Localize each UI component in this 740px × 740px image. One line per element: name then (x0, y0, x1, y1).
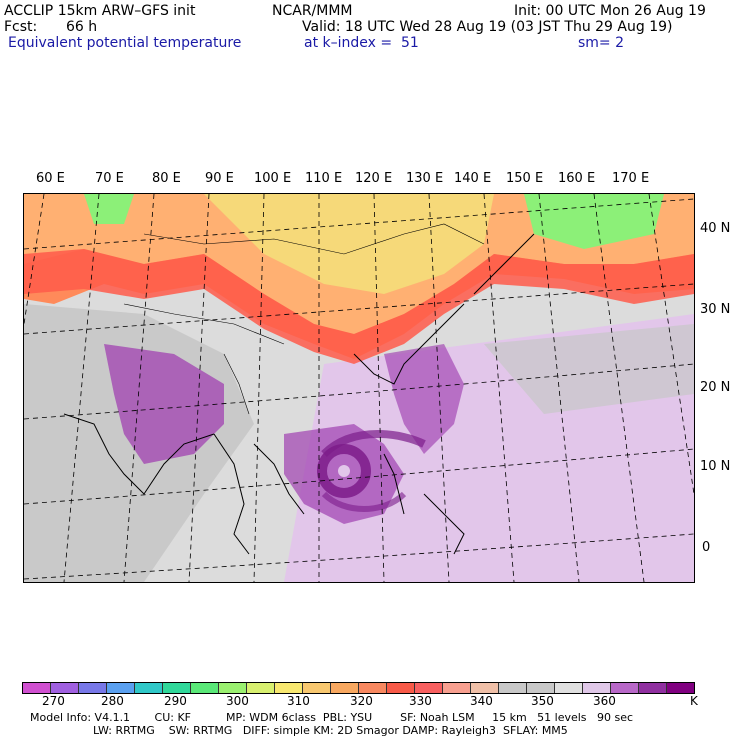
colorbar-swatch (555, 683, 583, 693)
forecast-label: Fcst: (4, 19, 38, 35)
colorbar-swatch (79, 683, 107, 693)
colorbar-tick-label: 270 (42, 694, 65, 708)
longitude-label: 90 E (205, 171, 234, 186)
colorbar-tick-label: 310 (287, 694, 310, 708)
latitude-label: 30 N (700, 302, 731, 317)
organization-label: NCAR/MMM (272, 3, 353, 19)
longitude-label: 130 E (406, 171, 444, 186)
colorbar-swatch (499, 683, 527, 693)
latitude-label: 0 (702, 540, 711, 555)
colorbar-swatch (611, 683, 639, 693)
colorbar-swatch (51, 683, 79, 693)
longitude-label: 80 E (152, 171, 181, 186)
longitude-label: 110 E (305, 171, 343, 186)
colorbar-tick-label: 360 (593, 694, 616, 708)
colorbar-swatch (387, 683, 415, 693)
latitude-label: 40 N (700, 221, 731, 236)
green-region-northwest (84, 194, 134, 224)
theta-e-map (24, 194, 694, 582)
longitude-label: 170 E (612, 171, 650, 186)
forecast-hour: 66 h (66, 19, 98, 35)
purple-bay-of-bengal (104, 344, 224, 464)
longitude-label: 140 E (454, 171, 492, 186)
colorbar-tick-label: 300 (226, 694, 249, 708)
purple-western-pacific (384, 344, 464, 454)
longitude-label: 60 E (36, 171, 65, 186)
field-name: Equivalent potential temperature (8, 35, 242, 51)
colorbar-swatch (331, 683, 359, 693)
grey-pacific-band (484, 324, 694, 414)
init-time: Init: 00 UTC Mon 26 Aug 19 (514, 3, 706, 19)
coastlines (63, 233, 535, 555)
colorbar-swatch (107, 683, 135, 693)
longitude-label: 150 E (506, 171, 544, 186)
colorbar-swatch (219, 683, 247, 693)
model-info-line2: LW: RRTMG SW: RRTMG DIFF: simple KM: 2D … (30, 724, 568, 737)
green-region-northeast (524, 194, 664, 249)
colorbar (22, 682, 695, 694)
map-panel (23, 193, 695, 583)
colorbar-tick-label: 320 (350, 694, 373, 708)
level-index: at k–index = 51 (304, 35, 419, 51)
colorbar-swatch (583, 683, 611, 693)
longitude-label: 100 E (254, 171, 292, 186)
colorbar-tick-label: 280 (101, 694, 124, 708)
longitude-label: 70 E (95, 171, 124, 186)
colorbar-swatch (247, 683, 275, 693)
colorbar-swatch (23, 683, 51, 693)
colorbar-swatch (191, 683, 219, 693)
map-gridlines (24, 194, 694, 582)
latitude-label: 20 N (700, 380, 731, 395)
model-title: ACCLIP 15km ARW–GFS init (4, 3, 196, 19)
smoothing-value: sm= 2 (578, 35, 625, 51)
colorbar-swatch (163, 683, 191, 693)
longitude-label: 120 E (355, 171, 393, 186)
colorbar-swatch (359, 683, 387, 693)
colorbar-swatch (415, 683, 443, 693)
latitude-label: 10 N (700, 459, 731, 474)
colorbar-tick-label: 350 (531, 694, 554, 708)
colorbar-tick-label: 330 (409, 694, 432, 708)
colorbar-swatch (275, 683, 303, 693)
colorbar-swatch (443, 683, 471, 693)
valid-time: Valid: 18 UTC Wed 28 Aug 19 (03 JST Thu … (302, 19, 673, 35)
colorbar-swatch (527, 683, 555, 693)
model-info-line1: Model Info: V4.1.1 CU: KF MP: WDM 6class… (30, 711, 634, 724)
colorbar-swatch (135, 683, 163, 693)
borders (123, 223, 485, 415)
colorbar-tick-label: 290 (164, 694, 187, 708)
colorbar-swatch (303, 683, 331, 693)
hot-red-band (24, 249, 694, 364)
colorbar-swatch (471, 683, 499, 693)
colorbar-swatch (639, 683, 667, 693)
typhoon-swirl (317, 430, 426, 512)
longitude-label: 160 E (558, 171, 596, 186)
colorbar-swatch (667, 683, 694, 693)
colorbar-tick-label: 340 (470, 694, 493, 708)
colorbar-unit: K (690, 694, 698, 708)
